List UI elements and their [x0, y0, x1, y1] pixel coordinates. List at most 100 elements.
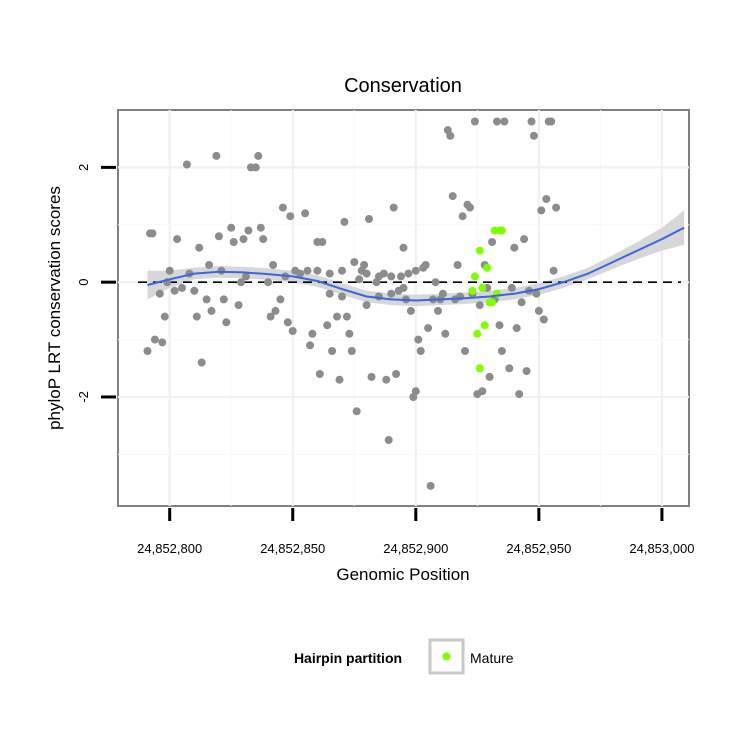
data-point — [431, 278, 440, 287]
data-point — [529, 131, 538, 140]
data-point — [458, 212, 467, 221]
data-point — [355, 275, 364, 284]
data-point — [434, 306, 442, 315]
data-point — [500, 117, 509, 126]
data-point — [227, 223, 236, 232]
data-point — [342, 312, 351, 321]
data-point — [362, 269, 371, 278]
plot-panel — [117, 109, 690, 507]
data-point — [278, 203, 287, 212]
data-point — [397, 272, 405, 281]
data-point — [340, 217, 349, 226]
legend: Hairpin partition Mature — [294, 638, 514, 675]
x-axis-label: Genomic Position — [336, 565, 469, 584]
data-point — [414, 335, 423, 344]
data-point — [421, 261, 430, 269]
smooth-line-group — [147, 226, 685, 302]
data-point — [229, 238, 238, 246]
data-point — [446, 131, 455, 140]
data-point — [360, 261, 369, 269]
x-tick-label: 24,852,850 — [260, 541, 325, 556]
data-point — [520, 235, 529, 244]
data-point — [542, 195, 551, 203]
data-point — [242, 272, 250, 281]
data-point — [470, 117, 479, 126]
data-point — [527, 117, 536, 126]
data-point — [347, 347, 356, 355]
data-point — [160, 312, 169, 321]
data-point — [387, 272, 396, 281]
data-point — [466, 203, 474, 212]
legend-title: Hairpin partition — [294, 650, 402, 666]
data-point — [338, 292, 346, 301]
data-point — [318, 238, 327, 246]
mature-points — [468, 226, 506, 373]
data-point — [205, 261, 214, 269]
data-point — [158, 338, 167, 347]
data-point — [384, 436, 393, 444]
grid-lines — [118, 110, 689, 506]
data-point — [264, 278, 273, 287]
data-point — [382, 375, 391, 384]
x-tick-label: 24,852,950 — [506, 541, 571, 556]
data-point — [522, 367, 531, 376]
mature-data-point — [468, 286, 477, 295]
smooth-line — [147, 226, 685, 302]
data-point — [399, 243, 408, 252]
data-point — [512, 324, 521, 333]
data-point — [178, 283, 186, 292]
data-point — [426, 481, 435, 490]
mature-data-point — [473, 329, 482, 338]
data-point — [269, 261, 278, 269]
data-point — [365, 215, 373, 223]
data-point — [234, 301, 243, 310]
gray-points — [143, 117, 561, 490]
data-point — [256, 223, 265, 232]
data-point — [325, 269, 334, 278]
data-point — [461, 347, 469, 355]
data-point — [333, 312, 341, 321]
y-tick-label: -2 — [76, 391, 91, 403]
data-point — [313, 266, 322, 275]
y-tick-label: 2 — [76, 164, 91, 171]
data-point — [197, 358, 206, 367]
data-point — [424, 324, 433, 333]
data-point — [165, 266, 174, 275]
data-point — [549, 266, 558, 275]
mature-data-point — [478, 283, 487, 292]
data-point — [182, 160, 191, 169]
data-point — [552, 203, 561, 212]
data-point — [217, 266, 226, 275]
data-point — [222, 318, 231, 327]
data-point — [352, 407, 361, 416]
data-point — [367, 372, 376, 381]
y-axis: -2 0 2 — [76, 164, 116, 403]
data-point — [475, 301, 484, 310]
data-point — [195, 243, 204, 252]
data-point — [493, 117, 501, 126]
data-point — [296, 269, 305, 278]
mature-data-point — [497, 226, 506, 235]
data-point — [170, 286, 179, 295]
data-point — [374, 292, 383, 301]
data-point — [214, 232, 223, 241]
data-point — [308, 329, 317, 338]
data-point — [505, 364, 514, 373]
data-point — [286, 212, 295, 221]
data-point — [219, 295, 228, 304]
x-tick-label: 24,853,000 — [629, 541, 694, 556]
data-point — [478, 387, 487, 396]
data-point — [259, 235, 268, 244]
data-point — [488, 238, 497, 246]
chart-title: Conservation — [344, 75, 462, 97]
data-point — [379, 269, 388, 278]
data-point — [283, 318, 292, 327]
data-point — [392, 370, 401, 378]
data-point — [507, 283, 516, 292]
data-point — [495, 321, 504, 330]
data-point — [547, 117, 556, 126]
data-point — [416, 347, 425, 355]
data-point — [335, 375, 344, 384]
data-point — [173, 235, 182, 244]
